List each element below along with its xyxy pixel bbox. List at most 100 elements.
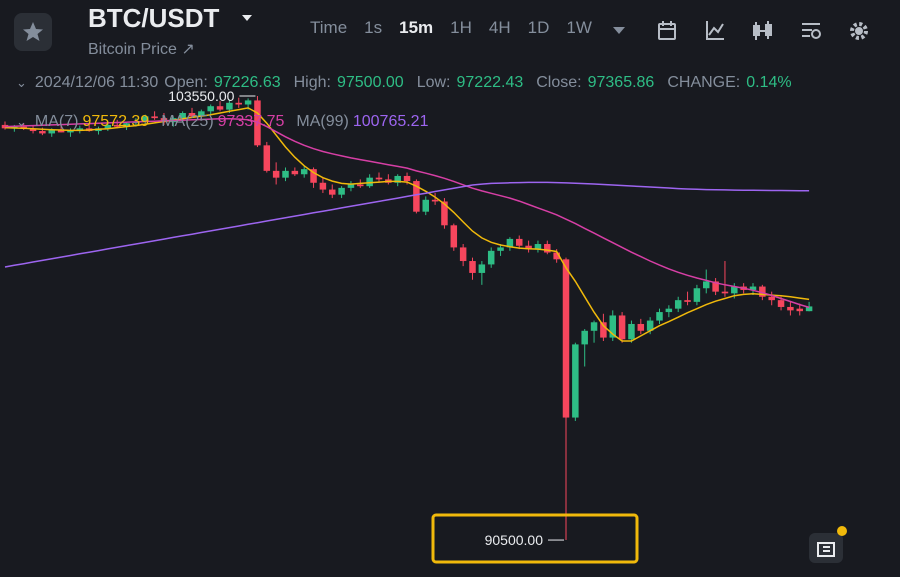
subtitle: Bitcoin Price ↗ [88,41,195,58]
candle-body [357,184,364,187]
candle-body [151,116,158,119]
ma-line [4,118,810,309]
candle-body [48,129,55,134]
candle-body [216,106,224,110]
candle-body [506,238,514,248]
candle-body [553,252,560,260]
candle-body [123,123,130,127]
datetime: 2024/12/06 11:30 [34,74,159,91]
candle-body [235,102,242,105]
candle-body [497,247,504,251]
candle-body [712,281,719,292]
symbol-title: BTC/USDT [88,3,220,33]
interval-tab[interactable]: 1s [364,18,383,37]
ma-line [4,181,810,268]
field-label: Low: [416,74,451,91]
candle-body [450,225,458,248]
candle-body [731,286,738,294]
candle-body [375,177,383,180]
candle-body [777,300,785,307]
candle-body [656,312,663,321]
field-label: Open: [164,74,208,91]
candle-body [665,308,673,313]
plot-area: 103550.00 90500.00 [1,88,813,548]
candle-body [787,306,794,311]
candle-body [207,106,214,112]
candle-body [534,244,542,250]
interval-dropdown[interactable] [613,27,625,34]
ma-value: 97337.75 [217,113,285,130]
candle-body [581,330,588,345]
candle-body [282,170,289,178]
candle-body [244,100,252,105]
field-value: 97226.63 [213,74,281,91]
field-label: High: [293,74,331,91]
candle-body [674,300,682,309]
candle-body [300,169,308,175]
calendar-icon[interactable] [658,21,676,40]
candle-body [1,124,9,129]
candle-body [226,102,233,110]
indicator-icon[interactable] [706,21,724,40]
highlight-box [431,513,639,564]
candle-body [562,259,570,418]
collapse-caret[interactable]: ⌄ [16,114,27,129]
collapse-caret[interactable]: ⌄ [16,75,27,90]
interval-tab[interactable]: 1H [450,18,472,37]
candle-body [478,264,486,273]
field-value: 0.14% [746,74,792,91]
candle-body [684,300,691,302]
candle-body [263,145,271,171]
candle-body [104,124,112,129]
candle-body [459,247,467,262]
candle-body [628,323,635,340]
candle-body [329,189,336,195]
candle-body [347,184,355,188]
interval-tab[interactable]: Time [310,18,348,37]
candle-body [516,238,523,246]
field-value: 97222.43 [456,74,524,91]
layout-icon[interactable] [802,23,821,39]
candle-body [431,199,439,202]
candle-body [413,181,420,212]
candle-body [796,308,803,312]
candle-body [600,322,607,338]
candle-body [572,344,579,418]
settings-icon[interactable] [850,22,868,40]
candle-body [142,116,149,122]
field-label: CHANGE: [667,74,741,91]
candle-body [646,320,654,331]
price-label: 90500.00 [485,532,544,548]
candle-body [272,170,280,178]
field-label: Close: [536,74,582,91]
interval-tab[interactable]: 4H [488,18,511,37]
candle-body [441,201,448,226]
ma-value: 97572.39 [82,113,150,130]
notification-dot [837,526,847,536]
candle-body [338,187,345,195]
candle-body [310,169,317,183]
candle-body [57,129,65,133]
order-book-button[interactable] [809,526,847,563]
candle-body [422,199,429,212]
candle-body [319,182,327,190]
candle-body [67,130,74,133]
candle-body [637,323,645,331]
price-label: 103550.00 [168,88,234,104]
ma-line [4,107,810,342]
interval-tab[interactable]: 1W [566,18,592,37]
candle-body [768,296,775,301]
symbol-dropdown[interactable] [242,15,252,21]
candle-body [179,113,186,119]
ma-name: MA(99) [296,113,349,130]
candle-body [693,288,701,302]
candle-style-icon[interactable] [753,21,772,40]
candle-body [188,113,196,117]
candle-body [703,281,710,289]
interval-tab[interactable]: 1D [527,18,550,37]
interval-tab[interactable]: 15m [399,18,434,37]
candle-body [525,245,532,250]
field-value: 97365.86 [587,74,655,91]
